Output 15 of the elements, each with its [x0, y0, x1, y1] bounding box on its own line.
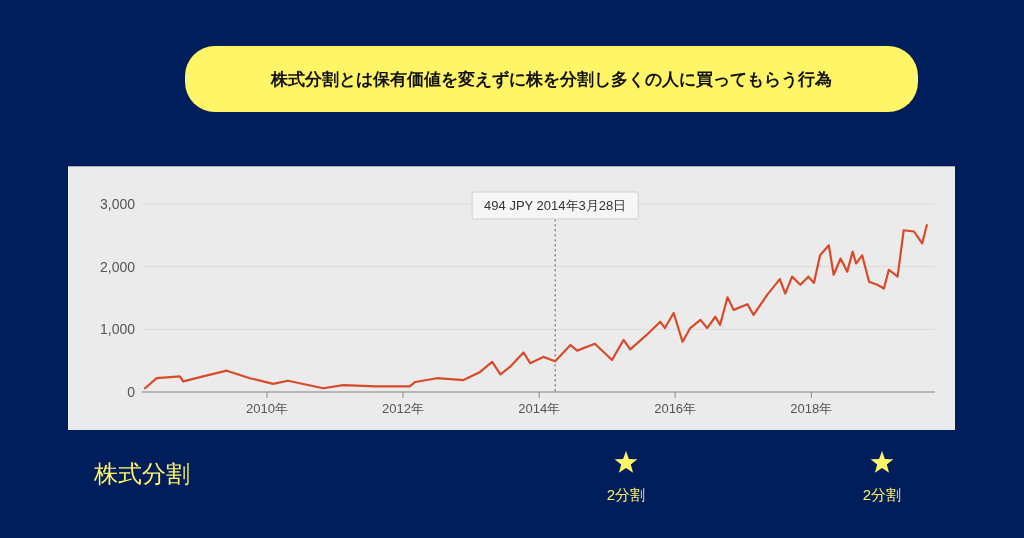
line-series — [143, 224, 928, 390]
text: 2分割 — [606, 486, 646, 503]
x-tick-label: 2012年 — [382, 401, 424, 416]
text: 株式分割 — [93, 460, 190, 487]
x-tick-label: 2018年 — [790, 401, 833, 416]
y-tick-label: 1,000 — [99, 321, 136, 338]
x-tick-label: 2014年 — [518, 401, 561, 416]
chart-title: 株式分割とは保有価値を変えずに株を分割し多くの人に買ってもらう行為 — [269, 70, 832, 89]
y-tick-label: 3,000 — [99, 195, 136, 212]
x-tick-label: 2010年 — [246, 401, 288, 416]
text: 2分割 — [862, 486, 902, 503]
y-tick-label: 0 — [127, 384, 136, 400]
y-tick-label: 2,000 — [99, 258, 136, 275]
x-tick-label: 2016年 — [654, 401, 697, 416]
annotation: 494 JPY 2014年3月28日 — [484, 198, 627, 213]
